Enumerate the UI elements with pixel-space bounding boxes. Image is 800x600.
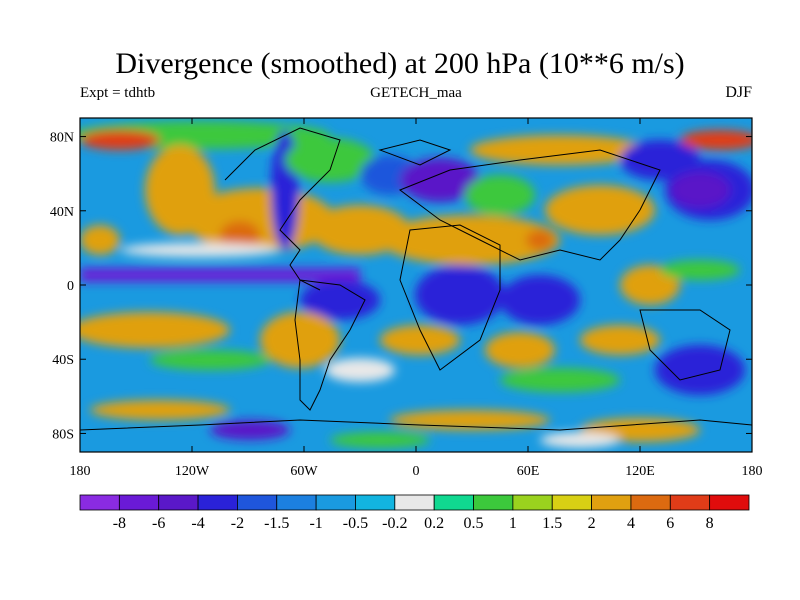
colorbar-label: 8 bbox=[706, 515, 714, 532]
y-tick-label: 40S bbox=[52, 353, 74, 368]
field-layer bbox=[80, 118, 752, 452]
colorbar-label: -8 bbox=[113, 515, 126, 532]
colorbar-swatch bbox=[118, 494, 160, 511]
x-tick-label: 180 bbox=[70, 464, 91, 479]
field-patches bbox=[80, 121, 752, 448]
x-tick-label: 180 bbox=[742, 464, 763, 479]
colorbar-label: -2 bbox=[231, 515, 244, 532]
colorbar-label: -4 bbox=[191, 515, 204, 532]
colorbar-label: -0.2 bbox=[382, 515, 407, 532]
y-tick-label: 40N bbox=[50, 205, 74, 220]
model-label: GETECH_maa bbox=[370, 85, 462, 101]
colorbar-swatch bbox=[630, 494, 671, 511]
colorbar-swatch bbox=[473, 494, 514, 511]
y-tick-label: 80N bbox=[50, 131, 74, 146]
colorbar-swatch bbox=[512, 494, 553, 511]
colorbar-swatch bbox=[158, 494, 199, 511]
colorbar-swatch bbox=[394, 494, 435, 511]
colorbar-swatch bbox=[433, 494, 474, 511]
coastlines bbox=[80, 127, 752, 431]
colorbar-label: -0.5 bbox=[343, 515, 368, 532]
colorbar-swatch bbox=[709, 494, 750, 511]
y-tick-label: 0 bbox=[67, 279, 74, 294]
experiment-label: Expt = tdhtb bbox=[80, 85, 156, 101]
colorbar: -8 -6 -4 -2 -1.5 -1 -0.5 -0.2 0.2 0.5 1 1.5 2 4 6 8 bbox=[79, 494, 750, 532]
x-tick-label: 120W bbox=[175, 464, 210, 479]
colorbar-swatch bbox=[315, 494, 356, 511]
y-axis: 80N 40N 0 40S 80S bbox=[50, 131, 752, 442]
colorbar-swatch bbox=[355, 494, 396, 511]
colorbar-swatch bbox=[591, 494, 632, 511]
x-tick-label: 60W bbox=[290, 464, 318, 479]
colorbar-label: 0.2 bbox=[424, 515, 444, 532]
x-tick-label: 0 bbox=[413, 464, 420, 479]
colorbar-swatch bbox=[276, 494, 317, 511]
colorbar-label: 2 bbox=[588, 515, 596, 532]
colorbar-label: -6 bbox=[152, 515, 165, 532]
y-tick-label: 80S bbox=[52, 427, 74, 442]
colorbar-swatch bbox=[79, 494, 120, 511]
x-tick-label: 120E bbox=[625, 464, 655, 479]
colorbar-label: 6 bbox=[666, 515, 674, 532]
colorbar-label: 0.5 bbox=[464, 515, 484, 532]
x-tick-label: 60E bbox=[517, 464, 540, 479]
colorbar-swatch bbox=[551, 494, 592, 511]
colorbar-swatch bbox=[237, 494, 278, 511]
colorbar-label: 1 bbox=[509, 515, 517, 532]
x-axis: 180 120W 60W 0 60E 120E 180 bbox=[70, 118, 763, 479]
colorbar-label: 1.5 bbox=[542, 515, 562, 532]
colorbar-swatch bbox=[669, 494, 711, 511]
page-title: Divergence (smoothed) at 200 hPa (10**6 … bbox=[115, 47, 685, 80]
colorbar-label: -1.5 bbox=[264, 515, 289, 532]
season-label: DJF bbox=[725, 84, 752, 101]
colorbar-label: 4 bbox=[627, 515, 635, 532]
colorbar-swatch bbox=[197, 494, 238, 511]
colorbar-label: -1 bbox=[309, 515, 322, 532]
